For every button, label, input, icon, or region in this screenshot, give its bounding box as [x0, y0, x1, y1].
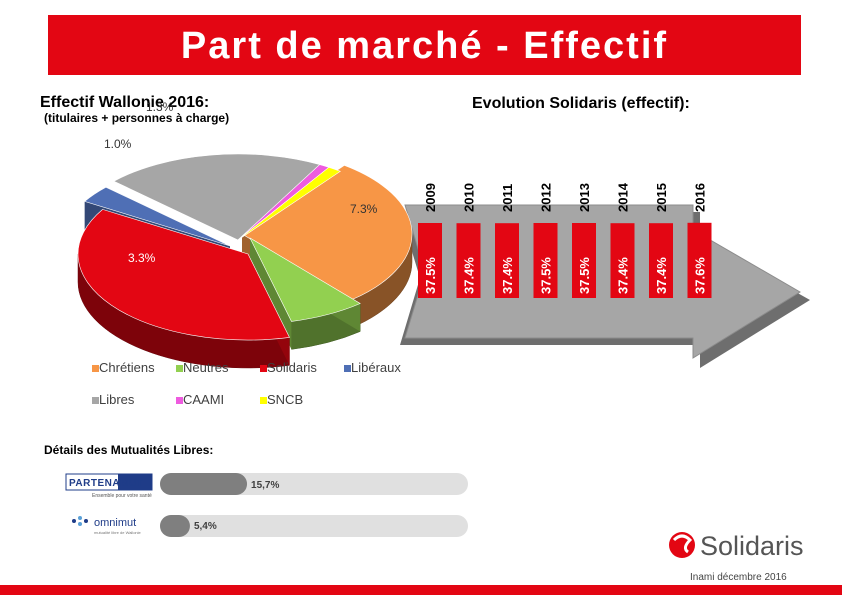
legend-label: Neutres [183, 360, 229, 375]
bar-year-label: 2012 [539, 183, 554, 212]
omnimut-dot-icon [78, 516, 82, 520]
pie-data-label-neutres: 7.3% [350, 202, 378, 216]
bar-2013 [572, 223, 596, 298]
bar-year-label: 2011 [500, 184, 515, 212]
detail-bar-label: 15,7% [251, 480, 279, 491]
bar-year-label: 2014 [616, 182, 631, 212]
right-heading: Evolution Solidaris (effectif): [472, 95, 690, 112]
legend-swatch [176, 365, 183, 372]
omnimut-dot-icon [72, 519, 76, 523]
partenamut-logo-text: PARTENAMUT [69, 478, 143, 489]
pie-slice-chrétiens [241, 164, 413, 300]
bar-data-label: 37.5% [577, 257, 592, 294]
solidaris-logo-text: Solidaris [700, 531, 804, 561]
pie-slice-libres [113, 153, 321, 241]
left-subheading: (titulaires + personnes à charge) [44, 111, 229, 125]
bar-year-label: 2016 [693, 183, 708, 212]
bar-data-label: 37.6% [693, 257, 708, 294]
evolution-bar-chart: 37.5% 2009 37.4% 2010 37.4% 2011 37.5% 2012 37.5… [418, 182, 712, 298]
partenamut-logo: PARTENAMUT Ensemble pour votre santé [65, 473, 153, 499]
bar-year-label: 2009 [423, 183, 438, 212]
bar-2015 [649, 223, 673, 298]
left-heading: Effectif Wallonie 2016: [40, 94, 209, 111]
pie-slice-sncb [237, 166, 341, 241]
pie-legend: Chrétiens Neutres Solidaris Libéraux Libres C… [92, 360, 401, 407]
legend-swatch [92, 397, 99, 404]
omnimut-dot-icon [78, 522, 82, 526]
omnimut-logo-text: omnimut [94, 517, 136, 529]
legend-label: Libéraux [351, 360, 401, 375]
bar-2014 [610, 223, 635, 298]
bar-2016 [687, 222, 712, 298]
omnimut-dot-icon [84, 519, 88, 523]
detail-bar-omnimut [160, 515, 190, 537]
bar-data-label: 37.4% [462, 257, 477, 294]
details-heading: Détails des Mutualités Libres: [44, 443, 213, 457]
pie-chart: 7.3% 3.3% 1.0% 1.3% [77, 100, 413, 369]
page-title: Part de marché - Effectif [180, 25, 669, 67]
bar-2012 [533, 223, 558, 298]
bar-2011 [495, 223, 519, 298]
pie-slice-neutres [249, 237, 361, 322]
bar-data-label: 37.4% [500, 257, 515, 294]
partenamut-logo-tagline: Ensemble pour votre santé [92, 493, 152, 499]
legend-swatch [260, 365, 267, 372]
legend-label: Libres [99, 392, 135, 407]
detail-bar-track [160, 515, 468, 537]
bar-year-label: 2013 [577, 183, 592, 212]
pie-data-label-caami: 1.0% [104, 137, 132, 151]
legend-swatch [344, 365, 351, 372]
solidaris-logo: Solidaris [669, 531, 804, 561]
pie-slice-solidaris [77, 209, 290, 341]
legend-label: CAAMI [183, 392, 224, 407]
omnimut-logo-tagline: mutualité libre de Wallonie [94, 530, 142, 535]
partenamut-logo-block [118, 474, 152, 490]
pie-tops [77, 153, 413, 341]
solidaris-logo-swirl [672, 534, 693, 554]
details-bar-chart: 15,7% 5,4% [160, 473, 468, 537]
legend-swatch [176, 397, 183, 404]
legend-label: SNCB [267, 392, 303, 407]
bar-data-label: 37.5% [539, 257, 554, 294]
bar-data-label: 37.4% [654, 257, 669, 294]
legend-label: Solidaris [267, 360, 317, 375]
detail-bar-partenamut [160, 473, 248, 495]
title-banner [48, 15, 801, 75]
bar-data-label: 37.4% [616, 257, 631, 294]
bar-year-label: 2015 [654, 183, 669, 212]
omnimut-logo: omnimut mutualité libre de Wallonie [72, 516, 142, 535]
bar-year-label: 2010 [462, 183, 477, 212]
bar-2010 [456, 223, 481, 298]
pie-slice-libéraux [84, 186, 231, 247]
source-note: Inami décembre 2016 [690, 572, 787, 583]
detail-bar-label: 5,4% [194, 521, 217, 532]
bar-2009 [418, 223, 442, 298]
footer-bar [0, 585, 842, 595]
legend-swatch [260, 397, 267, 404]
pie-data-label-libéraux: 3.3% [128, 251, 156, 265]
pie-data-label-sncb: 1.3% [146, 100, 174, 114]
legend-swatch [92, 365, 99, 372]
legend-label: Chrétiens [99, 360, 155, 375]
bar-data-label: 37.5% [423, 257, 438, 294]
